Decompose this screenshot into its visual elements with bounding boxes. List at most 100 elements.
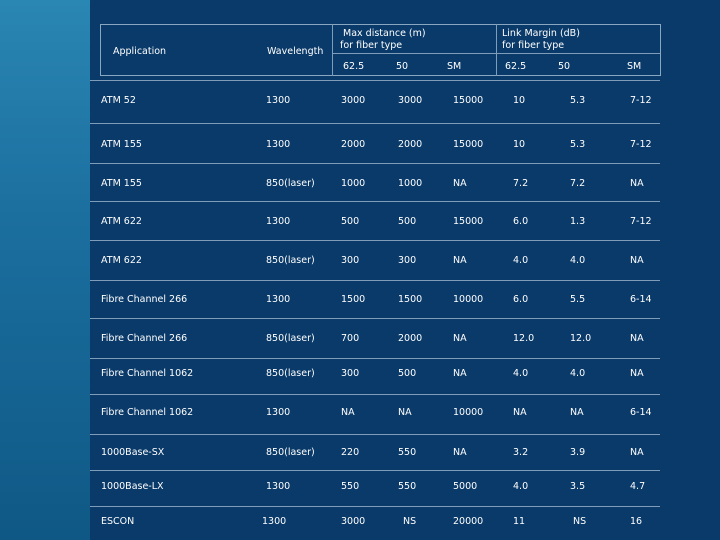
cell-max-sm: NA: [453, 333, 467, 344]
cell-margin-sm: NA: [630, 333, 644, 344]
cell-margin-625: 11: [513, 516, 526, 527]
cell-margin-50: 3.5: [570, 481, 586, 492]
cell-margin-625: 10: [513, 139, 526, 150]
cell-margin-50: 5.3: [570, 95, 586, 106]
cell-max-625: 700: [341, 333, 360, 344]
header-max-distance-line1: Max distance (m): [343, 28, 426, 39]
cell-margin-sm: NA: [630, 368, 644, 379]
cell-max-625: 220: [341, 447, 360, 458]
cell-max-625: 300: [341, 368, 360, 379]
row-divider: [90, 280, 660, 281]
cell-application: Fibre Channel 1062: [101, 407, 194, 418]
cell-max-sm: 10000: [453, 407, 484, 418]
cell-wavelength: 1300: [266, 481, 291, 492]
header-link-margin-line1: Link Margin (dB): [502, 28, 580, 39]
cell-margin-625: 3.2: [513, 447, 529, 458]
cell-max-625: 2000: [341, 139, 366, 150]
cell-margin-625: 7.2: [513, 178, 529, 189]
cell-wavelength: 1300: [266, 95, 291, 106]
cell-margin-625: 4.0: [513, 481, 529, 492]
cell-max-625: 3000: [341, 516, 366, 527]
cell-wavelength: 850(laser): [266, 333, 315, 344]
cell-wavelength: 1300: [266, 216, 291, 227]
cell-max-sm: 10000: [453, 294, 484, 305]
subheader-margin-625: 62.5: [505, 61, 527, 72]
cell-wavelength: 850(laser): [266, 255, 315, 266]
cell-wavelength: 850(laser): [266, 368, 315, 379]
row-divider: [90, 434, 660, 435]
header-wavelength: Wavelength: [267, 46, 324, 57]
cell-max-625: 1000: [341, 178, 366, 189]
subheader-max-sm: SM: [447, 61, 462, 72]
cell-margin-50: NS: [573, 516, 587, 527]
row-divider: [90, 358, 660, 359]
subheader-max-625: 62.5: [343, 61, 365, 72]
cell-max-50: NA: [398, 407, 412, 418]
cell-application: Fibre Channel 1062: [101, 368, 194, 379]
row-divider: [90, 123, 660, 124]
cell-margin-sm: NA: [630, 178, 644, 189]
cell-margin-sm: 6-14: [630, 294, 652, 305]
cell-max-sm: 15000: [453, 139, 484, 150]
cell-wavelength: 1300: [262, 516, 287, 527]
cell-max-50: 1000: [398, 178, 423, 189]
header-divider: [332, 24, 333, 76]
cell-application: 1000Base-LX: [101, 481, 164, 492]
cell-max-50: 500: [398, 368, 417, 379]
cell-max-sm: 15000: [453, 216, 484, 227]
cell-max-625: 300: [341, 255, 360, 266]
cell-wavelength: 1300: [266, 294, 291, 305]
cell-margin-625: 6.0: [513, 216, 529, 227]
row-divider: [90, 318, 660, 319]
cell-max-sm: NA: [453, 178, 467, 189]
cell-max-625: 550: [341, 481, 360, 492]
cell-margin-sm: 16: [630, 516, 643, 527]
row-divider: [90, 240, 660, 241]
cell-margin-sm: NA: [630, 447, 644, 458]
cell-max-625: 1500: [341, 294, 366, 305]
cell-margin-50: 7.2: [570, 178, 586, 189]
cell-max-50: 500: [398, 216, 417, 227]
cell-margin-625: 10: [513, 95, 526, 106]
cell-margin-50: 12.0: [570, 333, 592, 344]
cell-max-sm: NA: [453, 447, 467, 458]
subheader-margin-50: 50: [558, 61, 571, 72]
cell-max-sm: NA: [453, 368, 467, 379]
cell-margin-625: 4.0: [513, 255, 529, 266]
cell-wavelength: 850(laser): [266, 178, 315, 189]
cell-application: Fibre Channel 266: [101, 294, 188, 305]
cell-margin-50: 1.3: [570, 216, 586, 227]
subheader-margin-sm: SM: [627, 61, 642, 72]
cell-max-50: 550: [398, 447, 417, 458]
cell-margin-625: NA: [513, 407, 527, 418]
cell-margin-50: NA: [570, 407, 584, 418]
cell-max-50: 1500: [398, 294, 423, 305]
cell-wavelength: 850(laser): [266, 447, 315, 458]
cell-max-625: NA: [341, 407, 355, 418]
cell-application: ESCON: [101, 516, 135, 527]
cell-margin-625: 4.0: [513, 368, 529, 379]
cell-application: ATM 155: [101, 139, 142, 150]
cell-wavelength: 1300: [266, 139, 291, 150]
table-header-frame: [100, 24, 661, 76]
row-divider: [90, 394, 660, 395]
cell-margin-sm: 4.7: [630, 481, 646, 492]
row-divider: [90, 201, 660, 202]
cell-margin-50: 3.9: [570, 447, 586, 458]
subheader-max-50: 50: [396, 61, 409, 72]
cell-application: 1000Base-SX: [101, 447, 165, 458]
cell-application: ATM 52: [101, 95, 136, 106]
header-link-margin-line2: for fiber type: [502, 40, 565, 51]
cell-application: ATM 155: [101, 178, 142, 189]
cell-max-50: NS: [403, 516, 417, 527]
header-subrule: [332, 53, 660, 54]
cell-margin-50: 4.0: [570, 368, 586, 379]
cell-max-sm: 5000: [453, 481, 478, 492]
cell-margin-625: 12.0: [513, 333, 535, 344]
cell-max-50: 550: [398, 481, 417, 492]
cell-max-50: 2000: [398, 139, 423, 150]
cell-max-625: 500: [341, 216, 360, 227]
row-divider: [90, 80, 660, 81]
cell-max-sm: NA: [453, 255, 467, 266]
cell-application: Fibre Channel 266: [101, 333, 188, 344]
